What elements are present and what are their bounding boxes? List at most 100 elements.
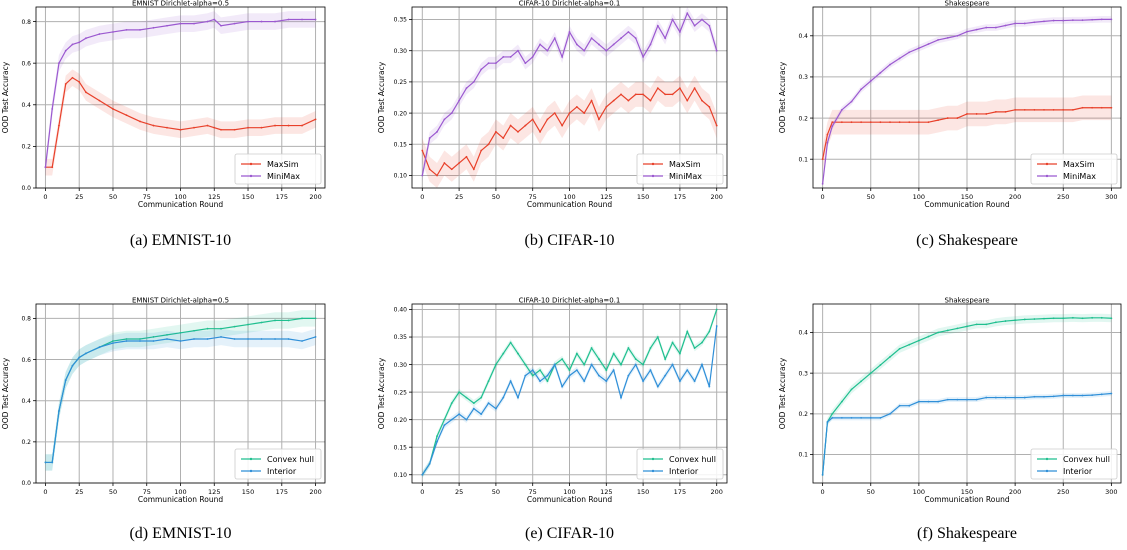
- series-band: [45, 69, 316, 176]
- data-point: [966, 325, 968, 328]
- data-point: [193, 22, 195, 25]
- data-point: [260, 321, 263, 324]
- data-point: [487, 402, 490, 405]
- x-tick-label: 100: [913, 193, 925, 201]
- y-tick-label: 0.25: [394, 389, 408, 396]
- data-point: [708, 24, 711, 27]
- data-point: [568, 369, 571, 371]
- x-tick-label: 125: [208, 488, 220, 496]
- data-point: [179, 128, 182, 131]
- legend: MaxSim MiniMax: [234, 153, 322, 185]
- x-tick-label: 25: [75, 193, 83, 201]
- data-point: [656, 24, 659, 27]
- data-point: [627, 99, 630, 102]
- data-point: [620, 37, 622, 40]
- data-point: [642, 93, 644, 96]
- data-point: [908, 404, 911, 407]
- series-line: [822, 107, 1112, 160]
- data-point: [517, 396, 519, 399]
- legend-label: Interior: [669, 467, 699, 476]
- legend-marker: [249, 469, 253, 473]
- data-point: [826, 133, 829, 136]
- chart-4: 0 25 50 75 100 125 150 175 200 0.0 0.2 0.4 0.6 0.8 EMN…: [1, 297, 326, 504]
- data-point: [1004, 320, 1007, 322]
- data-point: [1043, 317, 1045, 320]
- x-tick-label: 250: [1057, 488, 1069, 496]
- y-tick-label: 0.35: [394, 17, 408, 24]
- data-point: [314, 336, 317, 338]
- data-point: [1081, 317, 1084, 320]
- data-point: [561, 56, 564, 58]
- y-tick-label: 0.15: [394, 444, 408, 451]
- legend-marker: [1045, 457, 1049, 461]
- data-point: [598, 43, 600, 46]
- data-point: [517, 130, 519, 133]
- x-axis-label: Communication Round: [527, 200, 612, 209]
- data-point: [1062, 394, 1065, 397]
- data-point: [715, 325, 718, 327]
- x-tick-label: 125: [600, 488, 612, 496]
- data-point: [937, 400, 940, 403]
- data-point: [664, 374, 667, 377]
- data-point: [649, 43, 652, 46]
- data-point: [539, 130, 541, 133]
- y-tick-label: 0.40: [394, 307, 408, 314]
- data-point: [605, 380, 608, 383]
- data-point: [927, 43, 930, 45]
- data-point: [693, 347, 696, 349]
- data-point: [112, 108, 114, 110]
- legend: MaxSim MiniMax: [636, 153, 724, 185]
- data-point: [539, 369, 541, 371]
- y-tick-label: 0.8: [21, 316, 31, 323]
- data-point: [561, 124, 564, 127]
- data-point: [561, 358, 564, 360]
- data-point: [274, 20, 276, 23]
- data-point: [598, 118, 600, 121]
- x-axis-label: Communication Round: [924, 495, 1009, 504]
- data-point: [139, 28, 141, 31]
- data-point: [898, 121, 901, 124]
- x-tick-label: 300: [1105, 193, 1117, 201]
- data-point: [975, 323, 978, 326]
- data-point: [502, 137, 505, 139]
- data-point: [1004, 110, 1007, 113]
- data-point: [539, 43, 541, 46]
- data-point: [879, 71, 882, 74]
- data-point: [627, 31, 630, 33]
- chart-caption: (f) Shakespeare: [917, 525, 1017, 542]
- series-band: [822, 16, 1112, 188]
- data-point: [179, 331, 182, 334]
- data-point: [179, 22, 182, 25]
- data-point: [206, 327, 209, 330]
- data-point: [946, 36, 949, 39]
- plot-frame: [812, 303, 1122, 484]
- data-point: [605, 369, 608, 371]
- data-point: [898, 404, 901, 407]
- legend-marker: [249, 174, 253, 178]
- data-point: [220, 128, 222, 131]
- chart-title: EMNIST Dirichlet-alpha=0.5: [132, 0, 229, 8]
- data-point: [821, 158, 824, 161]
- data-point: [860, 121, 863, 124]
- data-point: [247, 323, 249, 326]
- data-point: [583, 112, 586, 115]
- data-point: [546, 374, 549, 377]
- data-point: [831, 125, 834, 128]
- chart-title: Shakespeare: [945, 297, 990, 305]
- data-point: [193, 338, 195, 340]
- data-point: [850, 417, 853, 419]
- data-point: [908, 343, 911, 346]
- legend-marker: [651, 457, 655, 461]
- data-point: [112, 342, 114, 344]
- y-tick-label: 0.2: [21, 439, 31, 446]
- y-tick-label: 0.4: [21, 398, 31, 405]
- legend-marker: [1045, 162, 1049, 166]
- data-point: [287, 338, 290, 340]
- data-point: [78, 41, 81, 44]
- data-point: [575, 352, 578, 355]
- data-point: [213, 18, 216, 21]
- legend-label: MaxSim: [267, 160, 299, 169]
- data-point: [206, 20, 209, 23]
- data-point: [627, 347, 630, 349]
- series-maxsim: [44, 69, 317, 176]
